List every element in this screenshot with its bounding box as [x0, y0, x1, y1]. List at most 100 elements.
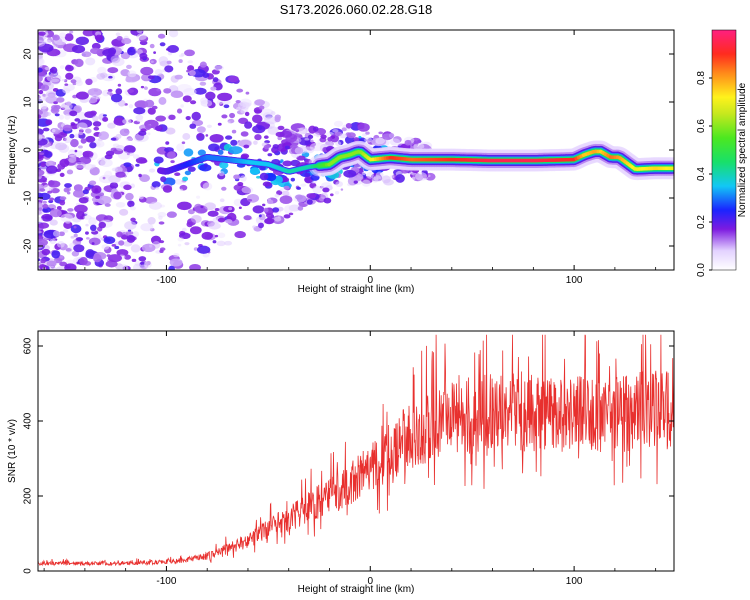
spectrogram-blob — [117, 83, 122, 87]
spectrogram-blob — [45, 160, 56, 168]
spectrogram-blob — [166, 60, 172, 65]
spectrogram-blob — [38, 192, 44, 198]
spectrogram-blob — [268, 126, 273, 129]
spectrogram-blob — [102, 48, 116, 57]
spectrogram-blob — [124, 221, 137, 230]
spectrogram-blob — [115, 133, 122, 140]
spectrogram-blob — [169, 258, 183, 267]
spectrogram-blob — [149, 43, 155, 49]
spectrogram-blob — [307, 134, 314, 140]
spectrogram-blob — [97, 66, 107, 75]
spectrogram-blob — [89, 110, 97, 116]
spectrogram-blob — [227, 121, 231, 124]
spectrogram-blob — [245, 102, 252, 107]
spectrogram-blob — [247, 198, 253, 202]
spectrogram-blob — [81, 51, 92, 58]
spectrogram-blob — [208, 143, 220, 152]
spectrogram-blob — [182, 227, 187, 232]
y-tick-label: 0 — [23, 147, 34, 153]
spectrogram-blob — [45, 112, 51, 117]
spectrogram-blob — [115, 88, 123, 95]
spectrogram-blob — [38, 67, 43, 73]
spectrogram-blob — [262, 203, 266, 207]
spectrogram-blob — [389, 138, 401, 146]
spectrogram-blob — [332, 128, 339, 133]
spectrogram-blob — [46, 260, 57, 267]
spectrogram-blob — [212, 77, 219, 83]
spectrogram-blob — [73, 233, 78, 238]
spectrogram-blob — [120, 52, 130, 60]
spectrogram-blob — [159, 249, 164, 253]
spectrogram-blob — [187, 166, 196, 172]
spectrogram-blob — [70, 79, 77, 84]
spectrogram-blob — [89, 142, 97, 149]
spectrogram-blob — [139, 174, 151, 183]
spectrogram-blob — [105, 150, 115, 157]
spectrogram-blob — [73, 225, 77, 229]
colorbar-label: Normalized spectral amplitude — [737, 82, 748, 217]
spectrogram-blob — [87, 88, 103, 97]
spectrogram-blob — [343, 169, 357, 178]
spectrogram-blob — [50, 66, 58, 74]
y-tick-label: 400 — [23, 412, 34, 429]
spectrogram-blob — [217, 149, 224, 155]
spectrogram-blob — [155, 115, 167, 122]
spectrogram-blob — [83, 214, 92, 220]
spectrogram-blob — [381, 175, 391, 184]
spectrogram-blob — [125, 136, 133, 141]
spectrogram-blob — [151, 181, 161, 188]
spectrogram-blob — [346, 132, 356, 139]
spectrogram-blob — [155, 186, 160, 190]
spectrogram-blob — [116, 35, 123, 41]
spectrogram-blob — [176, 143, 185, 152]
spectrogram-blob — [118, 240, 125, 246]
spectrogram-blob — [150, 60, 154, 63]
spectrogram-blob — [254, 109, 261, 114]
spectrogram-blob — [170, 90, 184, 99]
spectrogram-blob — [40, 162, 46, 168]
spectrogram-blob — [184, 242, 190, 246]
spectrogram-blob — [259, 172, 269, 181]
spectrogram-blob — [411, 176, 416, 180]
spectrogram-blob — [107, 88, 113, 93]
spectrogram-blob — [66, 169, 74, 175]
spectrogram-blob — [78, 197, 89, 204]
spectrogram-blob — [158, 221, 165, 225]
spectrogram-blob — [60, 213, 74, 223]
spectrogram-y-ticks: -20 -10 0 10 20 — [23, 48, 674, 253]
spectrogram-blob — [47, 180, 61, 188]
spectrogram-blob — [295, 129, 300, 133]
spectrogram-blob — [185, 115, 191, 121]
spectrogram-blob — [138, 173, 142, 178]
spectrogram-blob — [116, 231, 123, 238]
spectrogram-blob — [149, 244, 153, 248]
spectrogram-blob — [63, 136, 72, 144]
spectrogram-blob — [102, 176, 106, 180]
spectrogram-blob — [40, 103, 48, 110]
spectrogram-blob — [257, 222, 264, 229]
spectrogram-blob — [111, 167, 119, 172]
spectrogram-blob — [183, 148, 194, 157]
spectrogram-blob — [265, 213, 274, 218]
spectrogram-blob — [187, 209, 195, 215]
x-tick-label: 0 — [367, 576, 373, 587]
spectrogram-blob — [219, 161, 229, 169]
spectrogram-blob — [53, 101, 58, 105]
snr-x-ticks: -100 0 100 — [43, 331, 657, 587]
spectrogram-blob — [163, 177, 176, 186]
spectrogram-blob — [136, 33, 147, 40]
spectrogram-blob — [38, 169, 45, 176]
spectrogram-blob — [267, 199, 274, 205]
spectrogram-blob — [54, 134, 63, 142]
spectrogram-blob — [75, 79, 83, 87]
spectrogram-blob — [196, 195, 201, 199]
spectrogram-blob — [275, 131, 285, 138]
spectrogram-blob — [254, 134, 262, 141]
spectrogram-blob — [75, 36, 89, 46]
spectrogram-blob — [237, 182, 244, 187]
spectrogram-blob — [65, 72, 74, 80]
spectrogram-blob — [335, 141, 342, 147]
spectrogram-blob — [38, 207, 43, 211]
spectrogram-blob — [229, 112, 236, 119]
